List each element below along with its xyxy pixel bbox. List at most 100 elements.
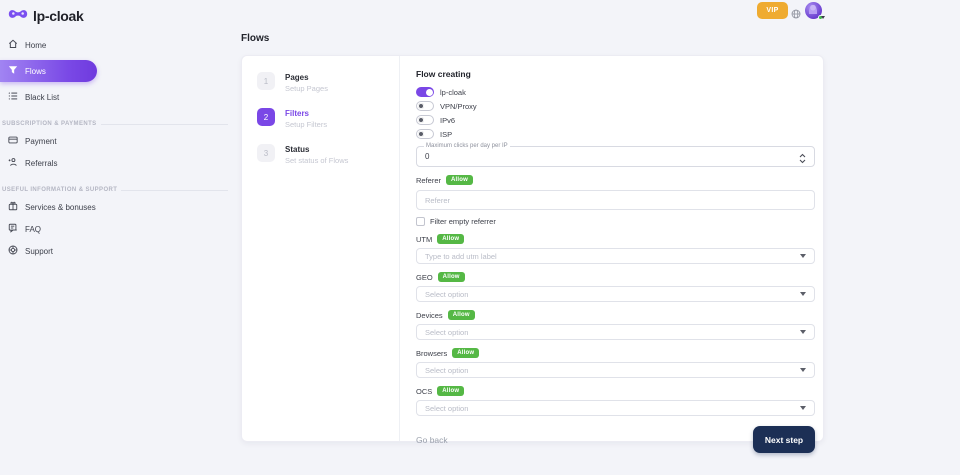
page-title: Flows: [241, 33, 270, 44]
step-number: 2: [257, 108, 275, 126]
isp-toggle[interactable]: [416, 129, 434, 139]
checkbox-label: Filter empty referrer: [430, 217, 496, 226]
faq-icon: [8, 223, 18, 235]
toggle-row-lp-cloak: lp-cloak: [416, 87, 815, 97]
sidebar-item-label: Flows: [25, 66, 46, 76]
step-title: Status: [285, 145, 310, 154]
referral-user-icon: [8, 157, 18, 169]
step-title: Pages: [285, 73, 309, 82]
browsers-label-row: Browsers Allow: [416, 348, 815, 358]
ocs-label: OCS: [416, 386, 433, 396]
language-globe-icon[interactable]: [791, 6, 801, 19]
chevron-down-icon: [800, 330, 806, 334]
sidebar-item-label: Home: [25, 40, 47, 50]
step-subtitle: Setup Pages: [285, 84, 328, 93]
form-heading: Flow creating: [416, 69, 471, 79]
toggle-row-isp: ISP: [416, 129, 815, 139]
avatar-dropdown-caret[interactable]: [821, 16, 825, 19]
filter-empty-referrer-row[interactable]: Filter empty referrer: [416, 217, 815, 226]
utm-select[interactable]: Type to add utm label: [416, 248, 815, 264]
ocs-allow-badge: Allow: [437, 386, 465, 396]
mask-icon: [8, 7, 28, 25]
browsers-label: Browsers: [416, 348, 448, 358]
devices-allow-badge: Allow: [447, 310, 475, 320]
sidebar-item-label: Referrals: [25, 158, 58, 168]
max-clicks-label: Maximum clicks per day per IP: [424, 143, 510, 149]
step-subtitle: Set status of Flows: [285, 156, 349, 165]
toggle-row-ipv6: IPv6: [416, 115, 815, 125]
step-subtitle: Setup Filters: [285, 120, 328, 129]
sidebar-item-support[interactable]: Support: [0, 240, 230, 262]
select-placeholder: Select option: [425, 327, 469, 337]
toggle-label: lp-cloak: [440, 87, 466, 97]
vpn-proxy-toggle[interactable]: [416, 101, 434, 111]
geo-select[interactable]: Select option: [416, 286, 815, 302]
sidebar: lp-cloak Home Flows Black List SUBSCRIP: [0, 0, 230, 262]
referer-input[interactable]: [416, 190, 815, 210]
lp-cloak-toggle[interactable]: [416, 87, 434, 97]
utm-label-row: UTM Allow: [416, 234, 815, 244]
sidebar-item-black-list[interactable]: Black List: [0, 86, 230, 108]
home-icon: [8, 39, 18, 51]
geo-label-row: GEO Allow: [416, 272, 815, 282]
select-placeholder: Select option: [425, 289, 469, 299]
max-clicks-input[interactable]: [425, 152, 799, 161]
ocs-select[interactable]: Select option: [416, 400, 815, 416]
form-footer: Go back Next step: [416, 426, 815, 453]
select-placeholder: Select option: [425, 403, 469, 413]
sidebar-item-faq[interactable]: FAQ: [0, 218, 230, 240]
number-stepper-icon[interactable]: [799, 151, 806, 164]
ipv6-toggle[interactable]: [416, 115, 434, 125]
chevron-down-icon: [800, 254, 806, 258]
wizard-step-status[interactable]: 3 Status Set status of Flows: [257, 144, 389, 165]
filter-empty-referrer-checkbox[interactable]: [416, 217, 425, 226]
utm-label: UTM: [416, 234, 433, 244]
wizard-steps: 1 Pages Setup Pages 2 Filters Setup Filt…: [242, 56, 400, 441]
wizard-step-pages[interactable]: 1 Pages Setup Pages: [257, 72, 389, 93]
sidebar-item-services-bonuses[interactable]: Services & bonuses: [0, 196, 230, 218]
next-step-button[interactable]: Next step: [753, 426, 815, 453]
sidebar-item-payment[interactable]: Payment: [0, 130, 230, 152]
devices-label-row: Devices Allow: [416, 310, 815, 320]
browsers-select[interactable]: Select option: [416, 362, 815, 378]
referer-label: Referer: [416, 175, 442, 185]
sidebar-item-label: FAQ: [25, 224, 42, 234]
sidebar-section-subscription: SUBSCRIPTION & PAYMENTS: [0, 121, 230, 127]
main-content: Flows 1 Pages Setup Pages 2 Filters Setu…: [241, 28, 824, 453]
chevron-down-icon: [800, 406, 806, 410]
select-placeholder: Select option: [425, 365, 469, 375]
lifebuoy-icon: [8, 245, 18, 257]
select-placeholder: Type to add utm label: [425, 251, 497, 261]
flows-icon: [8, 65, 18, 77]
wizard-step-filters[interactable]: 2 Filters Setup Filters: [257, 108, 389, 129]
go-back-link[interactable]: Go back: [416, 434, 448, 445]
list-icon: [8, 91, 18, 103]
referer-allow-badge: Allow: [446, 175, 474, 185]
sidebar-item-label: Black List: [25, 92, 60, 102]
sidebar-item-home[interactable]: Home: [0, 34, 230, 56]
sidebar-item-label: Payment: [25, 136, 57, 146]
step-title: Filters: [285, 109, 310, 118]
sidebar-item-label: Support: [25, 246, 54, 256]
brand-logo[interactable]: lp-cloak: [0, 0, 230, 34]
chevron-down-icon: [800, 292, 806, 296]
gift-icon: [8, 201, 18, 213]
step-number: 3: [257, 144, 275, 162]
toggle-label: VPN/Proxy: [440, 101, 477, 111]
ocs-label-row: OCS Allow: [416, 386, 815, 396]
browsers-allow-badge: Allow: [452, 348, 480, 358]
geo-allow-badge: Allow: [437, 272, 465, 282]
max-clicks-field: Maximum clicks per day per IP: [416, 143, 815, 167]
devices-select[interactable]: Select option: [416, 324, 815, 340]
devices-label: Devices: [416, 310, 443, 320]
vip-button[interactable]: VIP: [757, 2, 788, 19]
chevron-down-icon: [800, 368, 806, 372]
sidebar-item-flows[interactable]: Flows: [0, 60, 97, 82]
user-avatar[interactable]: [805, 2, 823, 20]
sidebar-section-support: USEFUL INFORMATION & SUPPORT: [0, 187, 230, 193]
sidebar-item-referrals[interactable]: Referrals: [0, 152, 230, 174]
credit-card-icon: [8, 135, 18, 147]
referer-label-row: Referer Allow: [416, 175, 815, 185]
toggle-row-vpn-proxy: VPN/Proxy: [416, 101, 815, 111]
utm-allow-badge: Allow: [437, 234, 465, 244]
